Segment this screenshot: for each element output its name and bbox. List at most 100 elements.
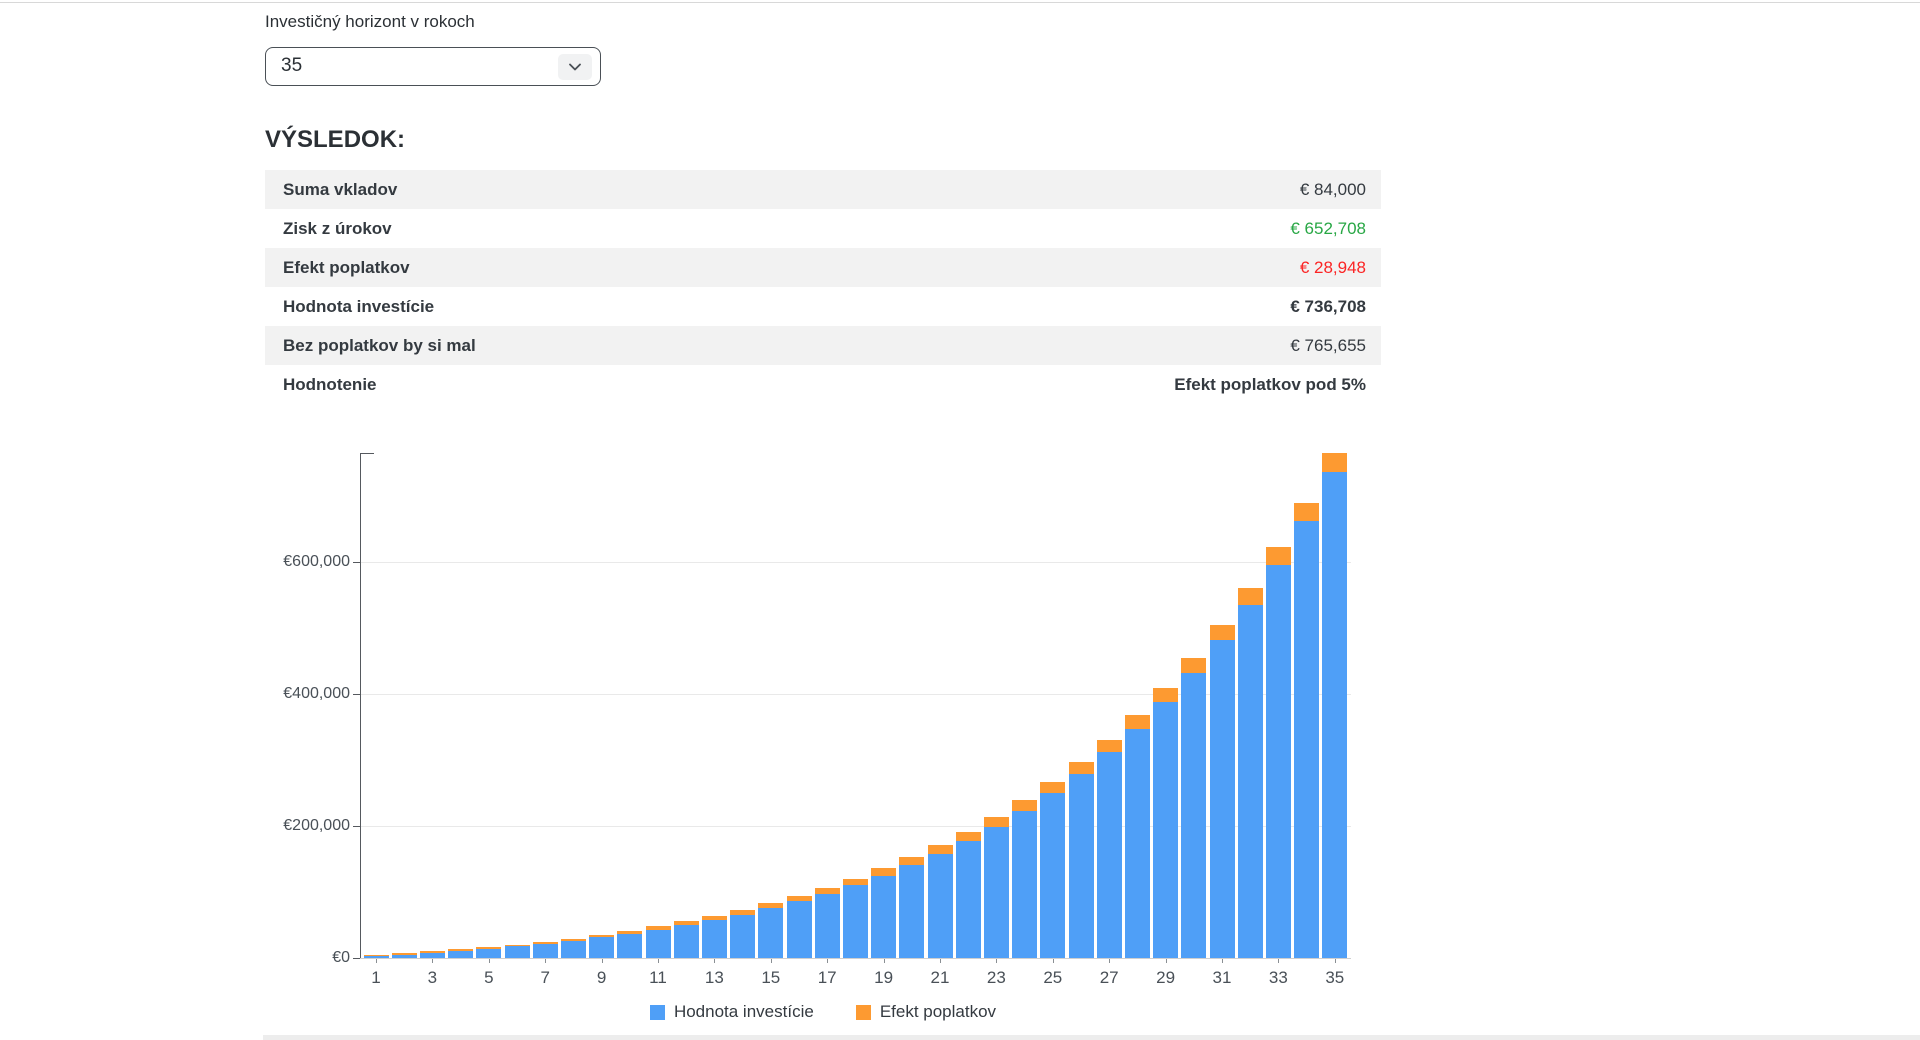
x-axis-label: 7	[540, 968, 550, 987]
bar-segment-efekt-poplatkov[interactable]	[758, 903, 784, 909]
bar-segment-efekt-poplatkov[interactable]	[730, 909, 756, 915]
bar-segment-hodnota-investicie[interactable]	[927, 853, 953, 958]
bar-segment-hodnota-investicie[interactable]	[645, 929, 671, 958]
horizon-label: Investičný horizont v rokoch	[265, 12, 475, 31]
bar-segment-efekt-poplatkov[interactable]	[871, 868, 897, 876]
gridline	[360, 562, 1351, 564]
bar-segment-hodnota-investicie[interactable]	[814, 893, 840, 958]
bar-segment-hodnota-investicie[interactable]	[617, 933, 643, 958]
row-value: € 84,000	[1299, 179, 1366, 199]
bar-segment-hodnota-investicie[interactable]	[1265, 564, 1291, 958]
bar-segment-efekt-poplatkov[interactable]	[1012, 800, 1038, 811]
bar-segment-efekt-poplatkov[interactable]	[448, 949, 474, 951]
x-axis-label: 3	[427, 968, 438, 987]
bar-segment-hodnota-investicie[interactable]	[448, 950, 474, 958]
bar-segment-hodnota-investicie[interactable]	[1181, 672, 1207, 958]
bar-segment-hodnota-investicie[interactable]	[532, 943, 558, 958]
bar-segment-efekt-poplatkov[interactable]	[560, 938, 586, 941]
bar-segment-hodnota-investicie[interactable]	[1153, 702, 1179, 958]
bar-segment-efekt-poplatkov[interactable]	[701, 915, 727, 921]
bar-segment-efekt-poplatkov[interactable]	[1265, 547, 1291, 565]
table-row-bez-poplatkov: Bez poplatkov by si mal € 765,655	[265, 326, 1381, 365]
bar-segment-hodnota-investicie[interactable]	[363, 956, 389, 958]
bar-segment-efekt-poplatkov[interactable]	[1124, 715, 1150, 729]
investment-chart[interactable]: Hodnota investície Efekt poplatkov €0 €20…	[265, 450, 1381, 1040]
bar-segment-hodnota-investicie[interactable]	[1124, 728, 1150, 958]
row-label: Bez poplatkov by si mal	[283, 335, 476, 355]
bar-segment-efekt-poplatkov[interactable]	[1068, 761, 1094, 774]
bar-segment-efekt-poplatkov[interactable]	[617, 930, 643, 934]
bar-segment-hodnota-investicie[interactable]	[504, 946, 530, 958]
bar-segment-hodnota-investicie[interactable]	[1012, 810, 1038, 958]
bar-segment-hodnota-investicie[interactable]	[1237, 604, 1263, 958]
bar-segment-hodnota-investicie[interactable]	[730, 914, 756, 958]
x-axis-label: 9	[596, 968, 607, 987]
x-axis-tick	[1052, 959, 1054, 963]
bar-segment-hodnota-investicie[interactable]	[560, 940, 586, 958]
bar-segment-efekt-poplatkov[interactable]	[673, 921, 699, 926]
bar-segment-efekt-poplatkov[interactable]	[842, 878, 868, 886]
bar-segment-hodnota-investicie[interactable]	[589, 937, 615, 958]
x-axis-tick	[940, 959, 941, 963]
x-axis-label: 29	[1156, 968, 1176, 987]
bar-segment-efekt-poplatkov[interactable]	[1237, 587, 1263, 605]
bar-segment-efekt-poplatkov[interactable]	[1096, 739, 1122, 753]
bar-segment-hodnota-investicie[interactable]	[758, 908, 784, 958]
table-row-hodnota-investicie: Hodnota investície € 736,708	[265, 287, 1381, 326]
legend-label: Efekt poplatkov	[879, 1002, 997, 1021]
bar-segment-efekt-poplatkov[interactable]	[1209, 624, 1235, 641]
x-axis-tick	[827, 959, 829, 963]
bar-segment-efekt-poplatkov[interactable]	[814, 887, 840, 894]
bar-segment-hodnota-investicie[interactable]	[419, 952, 445, 958]
bar-segment-efekt-poplatkov[interactable]	[504, 944, 530, 947]
table-row-suma-vkladov: Suma vkladov € 84,000	[265, 170, 1381, 209]
y-axis-label: €0	[332, 949, 350, 966]
bar-segment-hodnota-investicie[interactable]	[391, 954, 417, 958]
bar-segment-efekt-poplatkov[interactable]	[1040, 782, 1066, 794]
bar-segment-efekt-poplatkov[interactable]	[589, 935, 615, 938]
bar-segment-efekt-poplatkov[interactable]	[1322, 453, 1348, 473]
bar-segment-efekt-poplatkov[interactable]	[1181, 657, 1207, 673]
x-axis	[360, 958, 1351, 959]
bar-segment-hodnota-investicie[interactable]	[842, 885, 868, 958]
bar-segment-hodnota-investicie[interactable]	[899, 865, 925, 958]
bar-segment-hodnota-investicie[interactable]	[983, 826, 1009, 958]
legend-item-efekt-poplatkov[interactable]: Efekt poplatkov	[855, 1002, 997, 1022]
x-axis-tick	[1278, 959, 1280, 963]
x-axis-tick	[601, 959, 603, 963]
bar-segment-efekt-poplatkov[interactable]	[363, 954, 389, 957]
y-axis-label: €400,000	[283, 685, 350, 703]
bar-segment-efekt-poplatkov[interactable]	[391, 953, 417, 955]
bar-segment-efekt-poplatkov[interactable]	[1153, 687, 1179, 703]
bar-segment-efekt-poplatkov[interactable]	[955, 831, 981, 841]
bar-segment-efekt-poplatkov[interactable]	[1294, 502, 1320, 521]
bar-segment-efekt-poplatkov[interactable]	[532, 942, 558, 944]
bar-segment-hodnota-investicie[interactable]	[476, 948, 502, 958]
x-axis-tick	[1334, 959, 1336, 963]
bar-segment-efekt-poplatkov[interactable]	[983, 816, 1009, 827]
bar-segment-hodnota-investicie[interactable]	[1322, 472, 1348, 958]
bar-segment-hodnota-investicie[interactable]	[1209, 640, 1235, 958]
y-axis-tick	[353, 826, 360, 828]
bar-segment-hodnota-investicie[interactable]	[1068, 773, 1094, 958]
horizon-select[interactable]: 35	[265, 47, 601, 86]
x-axis-label: 21	[930, 968, 950, 987]
legend-item-hodnota-investicie[interactable]: Hodnota investície	[649, 1002, 814, 1022]
bar-segment-efekt-poplatkov[interactable]	[927, 845, 953, 854]
bar-segment-efekt-poplatkov[interactable]	[899, 857, 925, 866]
bar-segment-hodnota-investicie[interactable]	[1294, 520, 1320, 958]
bar-segment-hodnota-investicie[interactable]	[701, 920, 727, 958]
blue-series-swatch-icon	[649, 1004, 665, 1020]
bar-segment-hodnota-investicie[interactable]	[1040, 793, 1066, 958]
bar-segment-efekt-poplatkov[interactable]	[645, 926, 671, 930]
bar-segment-hodnota-investicie[interactable]	[786, 901, 812, 958]
y-axis	[360, 453, 361, 958]
bar-segment-hodnota-investicie[interactable]	[955, 840, 981, 958]
bar-segment-efekt-poplatkov[interactable]	[476, 947, 502, 949]
bar-segment-hodnota-investicie[interactable]	[871, 875, 897, 958]
bar-segment-efekt-poplatkov[interactable]	[419, 951, 445, 953]
bar-segment-hodnota-investicie[interactable]	[1096, 752, 1122, 958]
bar-segment-hodnota-investicie[interactable]	[673, 925, 699, 958]
row-label: Hodnota investície	[283, 296, 435, 316]
bar-segment-efekt-poplatkov[interactable]	[786, 895, 812, 902]
